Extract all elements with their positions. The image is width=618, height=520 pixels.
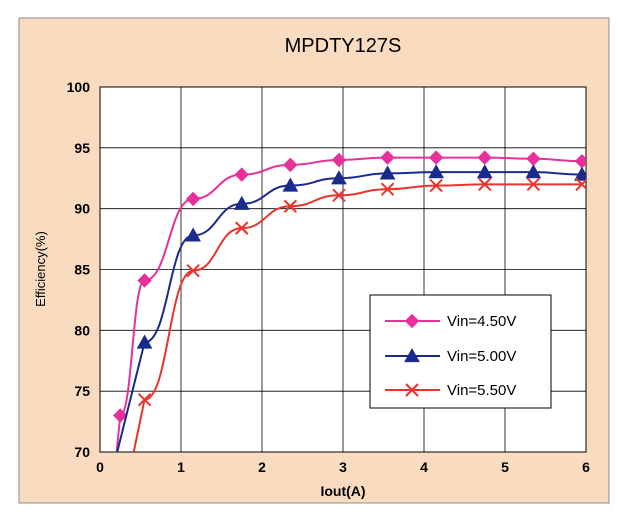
legend-label: Vin=4.50V [447,313,516,330]
legend-marker [404,347,420,363]
data-point [282,177,299,192]
legend-marker [404,313,420,329]
legend-item: Vin=5.50V [385,382,516,399]
data-point [429,178,443,193]
data-point [380,182,395,196]
x-tick-label: 2 [258,459,266,475]
x-tick-label: 0 [96,459,104,475]
data-point [283,199,298,213]
data-point [428,150,444,165]
legend-marker [405,383,419,397]
data-point [574,166,586,181]
legend-label: Vin=5.00V [447,348,516,365]
plot-border [99,86,587,453]
x-tick-label: 4 [420,459,428,475]
data-point [525,164,542,179]
y-axis-label: Efficiency(%) [33,231,48,307]
y-tick-label: 75 [74,383,90,399]
series-3 [132,177,586,452]
data-point [428,164,444,179]
y-tick-label: 95 [74,140,90,156]
data-point [575,177,586,192]
data-point [379,165,396,180]
data-point [331,170,347,185]
y-tick-label: 80 [74,322,90,338]
legend: Vin=4.50V Vin=5.00V Vin=5.50V [369,294,552,409]
data-point [185,191,201,207]
data-point [283,157,298,173]
legend-item: Vin=5.00V [385,347,516,365]
series-2 [116,164,586,452]
legend-label: Vin=5.50V [447,382,516,399]
tick-labels: 0 1 2 3 4 5 6 70 75 80 85 90 95 100 [67,79,590,475]
legend-item: Vin=4.50V [385,313,516,330]
y-tick-label: 70 [74,444,90,460]
data-point [137,273,152,288]
data-point [137,392,152,407]
data-point [185,227,201,242]
data-point [233,195,250,210]
chart-title: MPDTY127S [285,35,402,57]
data-point [234,167,249,182]
x-tick-label: 1 [177,459,185,475]
data-point [477,150,492,165]
data-point [332,188,346,202]
series-layer [113,150,586,452]
data-point [113,408,128,423]
data-point [186,264,200,278]
data-point [380,150,395,165]
data-point [331,152,347,168]
x-tick-label: 5 [501,459,509,475]
data-point [235,221,249,235]
y-tick-label: 90 [74,201,90,217]
x-tick-label: 6 [582,459,590,475]
data-point [136,334,153,349]
x-axis-label: Iout(A) [320,483,365,499]
y-tick-label: 85 [74,262,90,278]
data-point [478,177,492,192]
data-point [476,164,493,179]
x-tick-label: 3 [339,459,347,475]
y-tick-label: 100 [67,79,91,95]
series-1 [113,150,586,452]
data-point [526,177,541,192]
